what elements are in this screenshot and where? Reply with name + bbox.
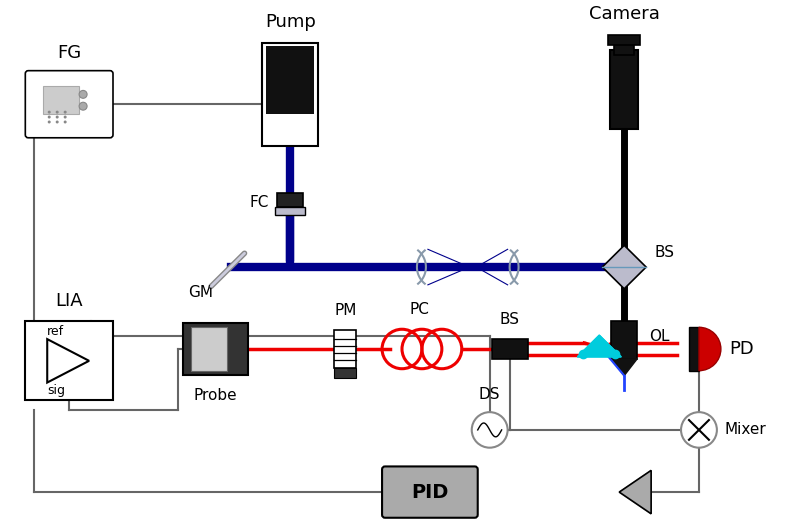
Circle shape xyxy=(56,111,58,113)
FancyBboxPatch shape xyxy=(183,323,248,375)
Text: LIA: LIA xyxy=(55,292,83,310)
Polygon shape xyxy=(578,335,622,357)
Circle shape xyxy=(48,111,50,113)
FancyBboxPatch shape xyxy=(611,321,637,359)
Text: PID: PID xyxy=(411,483,449,501)
FancyBboxPatch shape xyxy=(26,321,113,400)
FancyBboxPatch shape xyxy=(26,70,113,138)
Text: PD: PD xyxy=(729,340,754,358)
Circle shape xyxy=(48,120,50,123)
FancyBboxPatch shape xyxy=(608,35,640,45)
FancyBboxPatch shape xyxy=(266,47,314,114)
Text: Camera: Camera xyxy=(589,5,660,23)
FancyBboxPatch shape xyxy=(262,42,318,146)
Circle shape xyxy=(79,91,87,98)
Text: PM: PM xyxy=(334,303,356,319)
Circle shape xyxy=(56,116,58,119)
Polygon shape xyxy=(619,471,651,514)
Text: Probe: Probe xyxy=(194,388,238,403)
Text: FG: FG xyxy=(57,44,82,62)
Polygon shape xyxy=(578,335,622,357)
FancyBboxPatch shape xyxy=(492,339,527,359)
Wedge shape xyxy=(699,327,721,370)
Text: BS: BS xyxy=(500,312,520,327)
Circle shape xyxy=(64,111,66,113)
Text: GM: GM xyxy=(188,285,213,300)
Polygon shape xyxy=(619,471,651,514)
FancyBboxPatch shape xyxy=(382,466,478,518)
FancyBboxPatch shape xyxy=(334,330,356,368)
FancyBboxPatch shape xyxy=(191,327,227,370)
Circle shape xyxy=(472,412,508,448)
Text: sig: sig xyxy=(47,384,66,397)
FancyBboxPatch shape xyxy=(614,40,634,55)
Circle shape xyxy=(56,120,58,123)
Circle shape xyxy=(681,412,717,448)
Text: PC: PC xyxy=(410,303,430,317)
FancyBboxPatch shape xyxy=(689,327,699,370)
Text: BS: BS xyxy=(654,245,674,260)
Text: FC: FC xyxy=(249,196,269,210)
FancyBboxPatch shape xyxy=(278,193,303,207)
Text: OL: OL xyxy=(649,329,670,343)
Circle shape xyxy=(79,102,87,110)
Circle shape xyxy=(64,116,66,119)
Text: DS: DS xyxy=(479,387,501,402)
Polygon shape xyxy=(611,359,637,376)
FancyBboxPatch shape xyxy=(275,207,306,215)
Circle shape xyxy=(48,116,50,119)
Text: ref: ref xyxy=(47,325,64,338)
Polygon shape xyxy=(602,245,646,289)
FancyBboxPatch shape xyxy=(610,50,638,129)
Text: Pump: Pump xyxy=(265,13,316,31)
Text: Mixer: Mixer xyxy=(725,422,766,437)
FancyBboxPatch shape xyxy=(334,368,356,377)
FancyBboxPatch shape xyxy=(43,86,79,114)
Circle shape xyxy=(64,120,66,123)
